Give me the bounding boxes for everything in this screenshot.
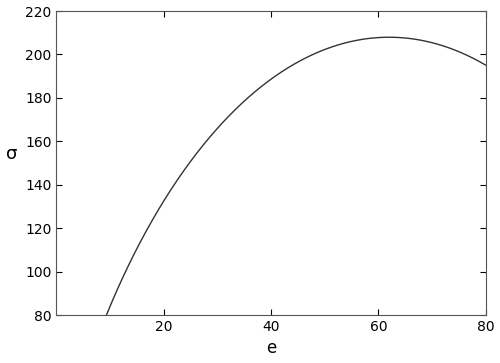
X-axis label: e: e <box>266 339 276 358</box>
Y-axis label: σ: σ <box>6 145 17 163</box>
